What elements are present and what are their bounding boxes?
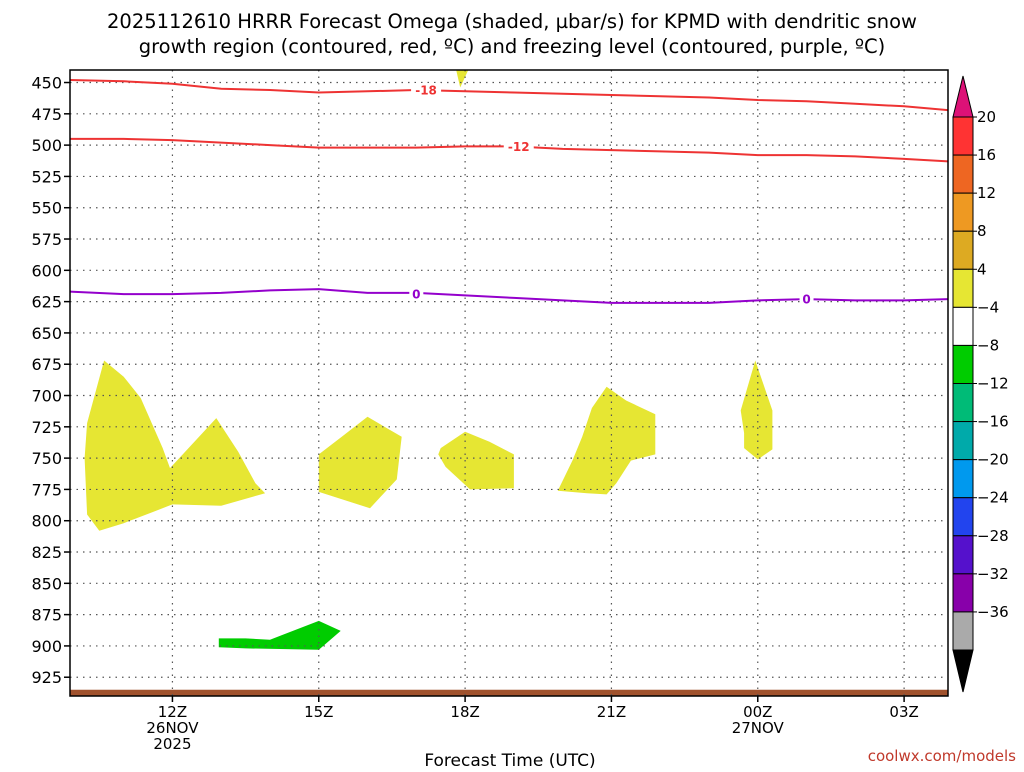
colorbar-band-8 [952, 421, 974, 461]
colorbar-band-12 [952, 573, 974, 613]
colorbar-label-13: −36 [977, 603, 1009, 621]
x-tick-label-03Z-0: 03Z [889, 703, 918, 721]
freezing-level-0-label-1: 0 [802, 293, 810, 307]
colorbar-band-7 [952, 383, 974, 423]
surface-terrain [70, 689, 948, 696]
y-tick-label-450: 450 [31, 74, 62, 93]
dgz-minus18-label-bg-0 [411, 83, 442, 98]
colorbar-band-11 [952, 535, 974, 575]
credit-text: coolwx.com/models [868, 747, 1016, 765]
y-tick-label-700: 700 [31, 387, 62, 406]
omega-4-8-a [84, 360, 266, 531]
y-tick-label-925: 925 [31, 668, 62, 687]
colorbar-band-9 [952, 459, 974, 499]
colorbar-label-11: −28 [977, 527, 1009, 545]
y-tick-label-775: 775 [31, 480, 62, 499]
colorbar-label-7: −12 [977, 375, 1009, 393]
freezing-level-0-label-bg-1 [799, 292, 814, 307]
freezing-level-0-label-bg-0 [409, 287, 424, 302]
y-tick-label-650: 650 [31, 324, 62, 343]
colorbar-label-9: −20 [977, 451, 1009, 469]
colorbar-label-6: −8 [977, 336, 999, 354]
omega-4-8-c [438, 431, 514, 490]
y-tick-label-500: 500 [31, 136, 62, 155]
x-tick-label-12Z-2: 2025 [153, 735, 191, 753]
dgz-minus12-label-bg-0 [503, 139, 534, 154]
y-tick-label-675: 675 [31, 355, 62, 374]
colorbar-band-0 [952, 116, 974, 156]
x-tick-label-12Z-0: 12Z [158, 703, 187, 721]
freezing-level-0-line [70, 288, 948, 304]
dgz-minus12-label-0: -12 [508, 140, 530, 154]
y-tick-label-550: 550 [31, 199, 62, 218]
colorbar-label-10: −24 [977, 489, 1009, 507]
omega-neg4-neg8 [218, 620, 341, 650]
colorbar-band-2 [952, 192, 974, 232]
y-tick-label-750: 750 [31, 449, 62, 468]
colorbar-label-5: −4 [977, 298, 999, 316]
y-axis-ticks: 450 475 500 525 550 575 600 625 650 675 700 725 750 7… [31, 74, 70, 687]
colorbar-band-5 [952, 306, 974, 346]
y-tick-label-625: 625 [31, 293, 62, 312]
dgz-minus18-line [70, 79, 948, 112]
y-tick-label-875: 875 [31, 606, 62, 625]
colorbar-label-3: 8 [977, 222, 987, 240]
plot-frame [69, 69, 949, 697]
y-tick-label-600: 600 [31, 261, 62, 280]
y-tick-label-525: 525 [31, 167, 62, 186]
colorbar-band-3 [952, 230, 974, 270]
y-tick-label-800: 800 [31, 512, 62, 531]
colorbar-label-1: 16 [977, 146, 996, 164]
colorbar-top-arrow [952, 75, 974, 118]
y-tick-label-900: 900 [31, 637, 62, 656]
chart-title-line2: growth region (contoured, red, ºC) and f… [139, 35, 886, 58]
y-tick-label-850: 850 [31, 574, 62, 593]
omega-4-8-d [557, 386, 656, 495]
colorbar-label-0: 20 [977, 108, 996, 126]
colorbar-label-8: −16 [977, 413, 1009, 431]
x-axis-label: Forecast Time (UTC) [424, 751, 595, 768]
y-tick-label-725: 725 [31, 418, 62, 437]
colorbar-label-4: 4 [977, 260, 987, 278]
colorbar-band-10 [952, 497, 974, 537]
freezing-level-0-label-0: 0 [412, 288, 420, 302]
plot-area: -18 -12 0 0 [69, 69, 949, 697]
colorbar: 20 16 12 8 4 −4 −8 −12 −16 −20 −24 −28 −32 −36 [952, 75, 1009, 693]
omega-4-8-top [456, 70, 469, 88]
colorbar-label-2: 12 [977, 184, 996, 202]
y-tick-label-575: 575 [31, 230, 62, 249]
colorbar-label-12: −32 [977, 565, 1009, 583]
dgz-minus18-label-0: -18 [415, 84, 437, 98]
x-tick-label-21Z-0: 21Z [597, 703, 626, 721]
x-tick-label-00Z-1: 27NOV [732, 719, 785, 737]
colorbar-band-13 [952, 611, 974, 651]
x-tick-label-18Z-0: 18Z [450, 703, 479, 721]
y-tick-label-475: 475 [31, 105, 62, 124]
x-tick-label-00Z-0: 00Z [743, 703, 772, 721]
colorbar-bottom-arrow [952, 649, 974, 693]
plot-clip-group: -18 -12 0 0 [70, 70, 948, 696]
x-tick-label-12Z-1: 26NOV [146, 719, 199, 737]
chart-title-line1: 2025112610 HRRR Forecast Omega (shaded, … [107, 10, 917, 33]
colorbar-band-4 [952, 268, 974, 308]
x-tick-label-15Z-0: 15Z [304, 703, 333, 721]
omega-4-8-b [318, 416, 402, 509]
colorbar-band-1 [952, 154, 974, 194]
y-tick-label-825: 825 [31, 543, 62, 562]
colorbar-band-6 [952, 344, 974, 384]
omega-4-8-e [740, 360, 773, 460]
